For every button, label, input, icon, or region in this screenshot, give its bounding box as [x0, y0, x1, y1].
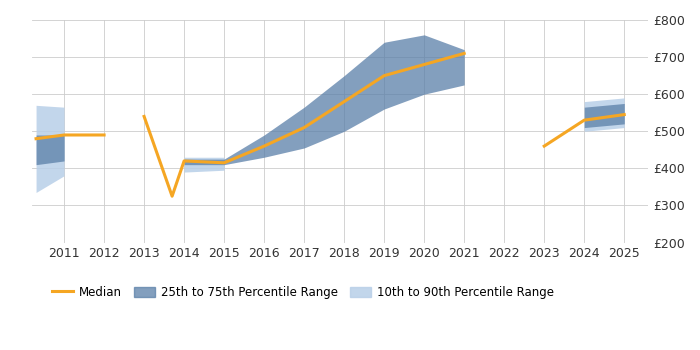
Legend: Median, 25th to 75th Percentile Range, 10th to 90th Percentile Range: Median, 25th to 75th Percentile Range, 1…	[48, 281, 559, 303]
